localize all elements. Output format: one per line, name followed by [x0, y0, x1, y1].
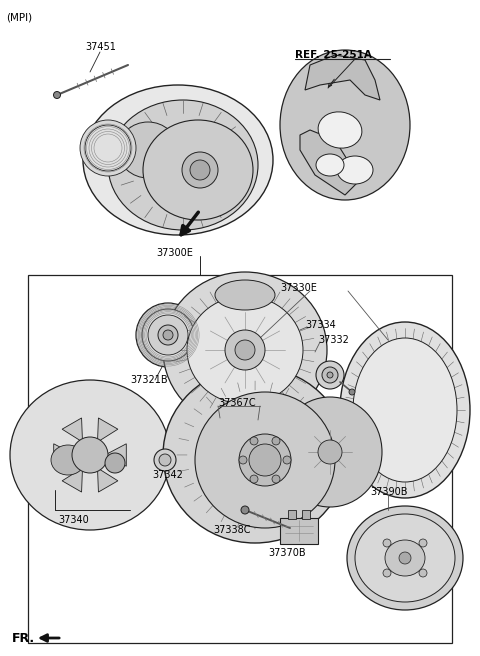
- Bar: [280, 518, 318, 544]
- Text: 37334: 37334: [305, 320, 336, 330]
- Text: 37340: 37340: [58, 515, 89, 525]
- Circle shape: [154, 449, 176, 471]
- Ellipse shape: [136, 303, 200, 367]
- Ellipse shape: [51, 445, 85, 475]
- Polygon shape: [97, 468, 118, 492]
- Ellipse shape: [118, 122, 178, 178]
- Circle shape: [318, 440, 342, 464]
- Circle shape: [272, 437, 280, 445]
- Circle shape: [383, 539, 391, 547]
- Circle shape: [250, 437, 258, 445]
- Text: (MPI): (MPI): [6, 12, 32, 22]
- Circle shape: [239, 434, 291, 486]
- Circle shape: [159, 454, 171, 466]
- Polygon shape: [305, 55, 380, 100]
- Circle shape: [249, 444, 281, 476]
- Ellipse shape: [142, 309, 194, 361]
- Ellipse shape: [215, 280, 275, 310]
- Text: 37342: 37342: [152, 470, 183, 480]
- Text: 37300E: 37300E: [156, 248, 193, 258]
- Ellipse shape: [58, 452, 78, 468]
- Ellipse shape: [407, 547, 423, 559]
- Text: REF. 25-251A: REF. 25-251A: [295, 50, 372, 60]
- Circle shape: [419, 539, 427, 547]
- Ellipse shape: [143, 120, 253, 220]
- Circle shape: [105, 453, 125, 473]
- Ellipse shape: [83, 85, 273, 235]
- Ellipse shape: [318, 112, 362, 148]
- Circle shape: [182, 152, 218, 188]
- Ellipse shape: [316, 154, 344, 176]
- Ellipse shape: [385, 540, 425, 576]
- Text: 37332: 37332: [318, 335, 349, 345]
- Circle shape: [53, 91, 60, 98]
- Text: 37338C: 37338C: [213, 525, 251, 535]
- Ellipse shape: [195, 392, 335, 528]
- Ellipse shape: [187, 296, 303, 404]
- Circle shape: [399, 552, 411, 564]
- Ellipse shape: [353, 338, 457, 482]
- Circle shape: [85, 125, 131, 171]
- Circle shape: [90, 130, 126, 166]
- Polygon shape: [54, 443, 75, 466]
- Text: 37451: 37451: [85, 42, 116, 52]
- Text: 37390B: 37390B: [370, 487, 408, 497]
- Bar: [288, 510, 296, 519]
- Circle shape: [322, 367, 338, 383]
- Ellipse shape: [355, 514, 455, 602]
- Circle shape: [383, 569, 391, 577]
- Circle shape: [158, 325, 178, 345]
- Circle shape: [250, 475, 258, 483]
- Circle shape: [72, 437, 108, 473]
- Bar: [28, 275, 452, 643]
- Circle shape: [241, 506, 249, 514]
- Ellipse shape: [163, 367, 347, 543]
- Ellipse shape: [347, 506, 463, 610]
- Polygon shape: [300, 130, 360, 195]
- Circle shape: [235, 340, 255, 360]
- Circle shape: [272, 475, 280, 483]
- Ellipse shape: [387, 547, 403, 559]
- Text: 37321B: 37321B: [130, 375, 168, 385]
- Circle shape: [95, 135, 121, 161]
- Polygon shape: [62, 468, 83, 492]
- Ellipse shape: [337, 156, 373, 184]
- Polygon shape: [97, 418, 118, 442]
- Circle shape: [80, 120, 136, 176]
- Text: FR.: FR.: [12, 632, 35, 645]
- Ellipse shape: [278, 397, 382, 507]
- Circle shape: [327, 372, 333, 378]
- Ellipse shape: [148, 315, 188, 355]
- Circle shape: [419, 569, 427, 577]
- Circle shape: [163, 330, 173, 340]
- Polygon shape: [62, 418, 83, 442]
- Circle shape: [190, 160, 210, 180]
- Text: 37330E: 37330E: [280, 283, 317, 293]
- Polygon shape: [105, 443, 126, 466]
- Ellipse shape: [10, 380, 170, 530]
- Circle shape: [316, 361, 344, 389]
- Bar: [302, 510, 310, 519]
- Ellipse shape: [397, 547, 413, 559]
- Ellipse shape: [108, 100, 258, 230]
- Ellipse shape: [340, 322, 470, 498]
- Circle shape: [239, 456, 247, 464]
- Ellipse shape: [280, 50, 410, 200]
- Text: 37370B: 37370B: [268, 548, 306, 558]
- Circle shape: [100, 140, 116, 156]
- Circle shape: [349, 389, 355, 395]
- Circle shape: [225, 330, 265, 370]
- Circle shape: [283, 456, 291, 464]
- Ellipse shape: [163, 272, 327, 428]
- Text: 37367C: 37367C: [218, 398, 256, 408]
